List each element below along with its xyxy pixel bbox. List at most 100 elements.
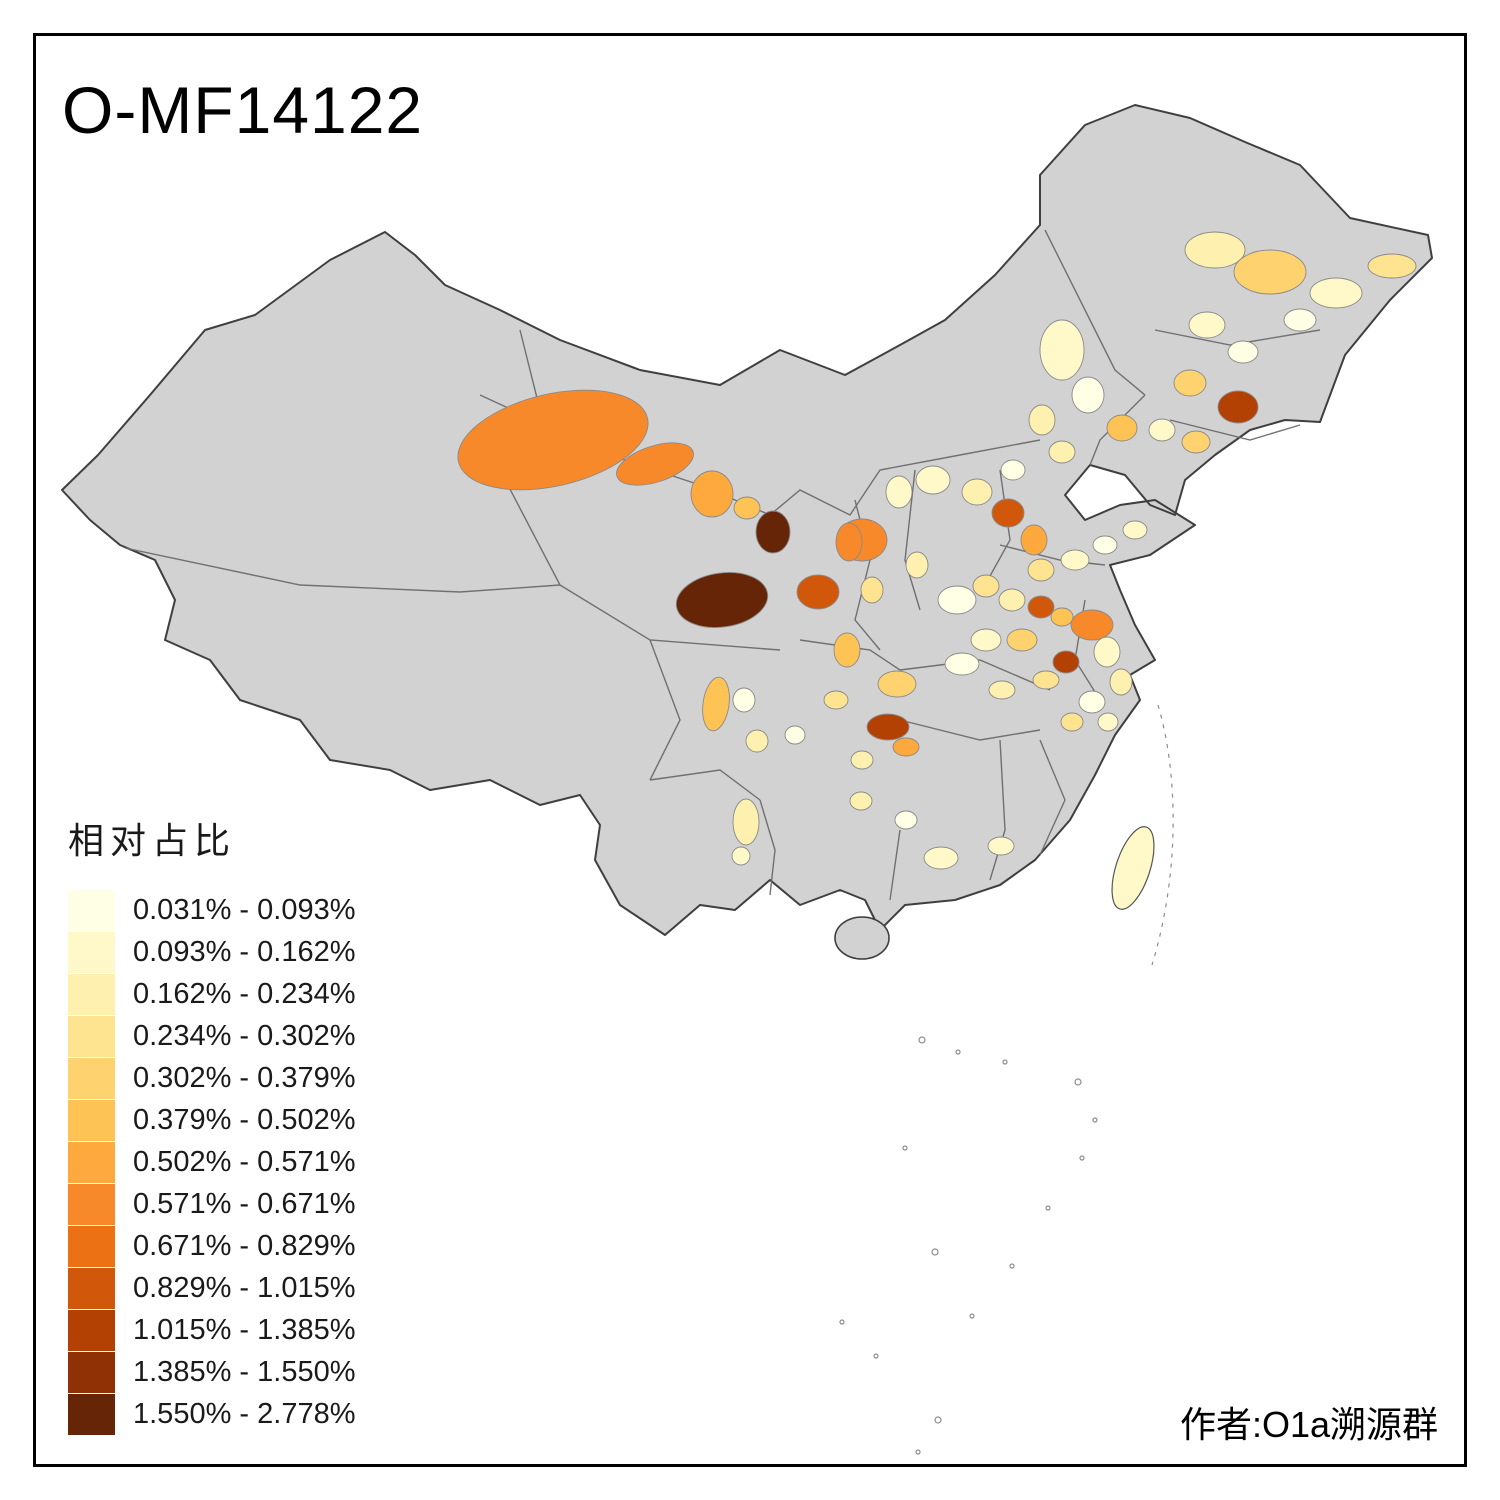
prefecture-regions [457,231,1417,910]
prefecture-region [835,522,863,562]
legend-label: 0.302% - 0.379% [133,1062,356,1094]
prefecture-region [1184,231,1246,269]
legend-row: 1.385% - 1.550% [68,1352,428,1393]
prefecture-region [1032,670,1060,690]
legend-title: 相对占比 [68,820,237,861]
prefecture-region [1309,277,1363,309]
south-china-sea-islands [839,704,1174,1455]
legend-row: 0.502% - 0.571% [68,1142,428,1183]
taiwan-island [1111,826,1155,910]
prefecture-region [616,442,694,486]
prefecture-region [944,652,980,676]
prefecture-region [991,498,1025,528]
prefecture-region [987,836,1015,856]
prefecture-region [1148,418,1176,442]
prefecture-region [866,713,910,741]
prefecture-region [1173,369,1207,397]
legend-row: 0.031% - 0.093% [68,890,428,931]
prefecture-region [1233,249,1307,295]
prefecture-region [885,475,913,509]
legend-label: 1.550% - 2.778% [133,1398,356,1430]
legend-label: 0.379% - 0.502% [133,1104,356,1136]
prefecture-region [1039,319,1085,381]
prefecture-region [1078,690,1106,714]
prefecture-region [1283,308,1317,332]
china-mainland [61,104,1433,936]
prefecture-region [877,670,917,698]
legend-label: 0.093% - 0.162% [133,936,356,968]
prefecture-region [894,810,918,830]
legend-swatch [68,1226,115,1267]
prefecture-region [833,632,861,668]
prefecture-region [1028,404,1056,436]
legend-swatch [68,1058,115,1099]
legend-label: 1.015% - 1.385% [133,1314,356,1346]
prefecture-region [1060,549,1090,571]
legend-entries: 0.031% - 0.093% 0.093% - 0.162% 0.162% - 0… [68,890,428,1435]
legend-swatch [68,890,115,931]
prefecture-region [732,687,756,713]
legend: 相对占比 0.031% - 0.093% 0.093% - 0.162% 0.162… [68,812,428,1436]
prefecture-region [702,676,730,732]
prefecture-region [892,737,920,757]
prefecture-region [1027,595,1055,619]
legend-row: 0.571% - 0.671% [68,1184,428,1225]
legend-row: 0.379% - 0.502% [68,1100,428,1141]
prefecture-region [1106,414,1138,442]
prefecture-region [905,551,929,579]
prefecture-region [1027,558,1055,582]
legend-row: 0.162% - 0.234% [68,974,428,1015]
prefecture-region [1227,340,1259,364]
prefecture-region [784,725,806,745]
legend-row: 0.093% - 0.162% [68,932,428,973]
prefecture-region [1122,520,1148,540]
prefecture-region [1048,440,1076,464]
prefecture-region [690,470,734,518]
legend-swatch [68,1100,115,1141]
prefecture-region [1097,712,1119,732]
prefecture-region [1217,390,1259,424]
prefecture-region [755,510,791,554]
legend-label: 0.571% - 0.671% [133,1188,356,1220]
prefecture-region [745,729,769,753]
legend-label: 0.234% - 0.302% [133,1020,356,1052]
prefecture-region [1006,628,1038,652]
prefecture-region [457,389,649,491]
legend-row: 1.015% - 1.385% [68,1310,428,1351]
legend-swatch [68,1394,115,1435]
prefecture-region [988,680,1016,700]
legend-row: 0.671% - 0.829% [68,1226,428,1267]
prefecture-region [1367,253,1417,279]
province-borders [124,229,1321,901]
prefecture-region [923,846,959,870]
prefecture-region [937,585,977,615]
prefecture-region [732,798,760,846]
legend-label: 0.162% - 0.234% [133,978,356,1010]
legend-swatch [68,1184,115,1225]
prefecture-region [796,574,840,610]
prefecture-region [1052,650,1080,674]
prefecture-region [961,478,993,506]
page-title: O-MF14122 [62,73,424,147]
mainland-shape [61,104,1433,960]
prefecture-region [1020,524,1048,556]
prefecture-region [860,576,884,604]
legend-swatch [68,1352,115,1393]
prefecture-region [1093,636,1121,668]
attribution: 作者:O1a溯源群 [1179,1404,1438,1445]
legend-swatch [68,1310,115,1351]
prefecture-region [1000,459,1026,481]
prefecture-region [998,588,1026,612]
legend-row: 0.234% - 0.302% [68,1016,428,1057]
legend-swatch [68,974,115,1015]
prefecture-region [1071,376,1105,414]
legend-swatch [68,932,115,973]
prefecture-region [849,791,873,811]
legend-swatch [68,1016,115,1057]
legend-row: 1.550% - 2.778% [68,1394,428,1435]
prefecture-region [972,574,1000,598]
prefecture-region [970,628,1002,652]
legend-label: 0.671% - 0.829% [133,1230,356,1262]
